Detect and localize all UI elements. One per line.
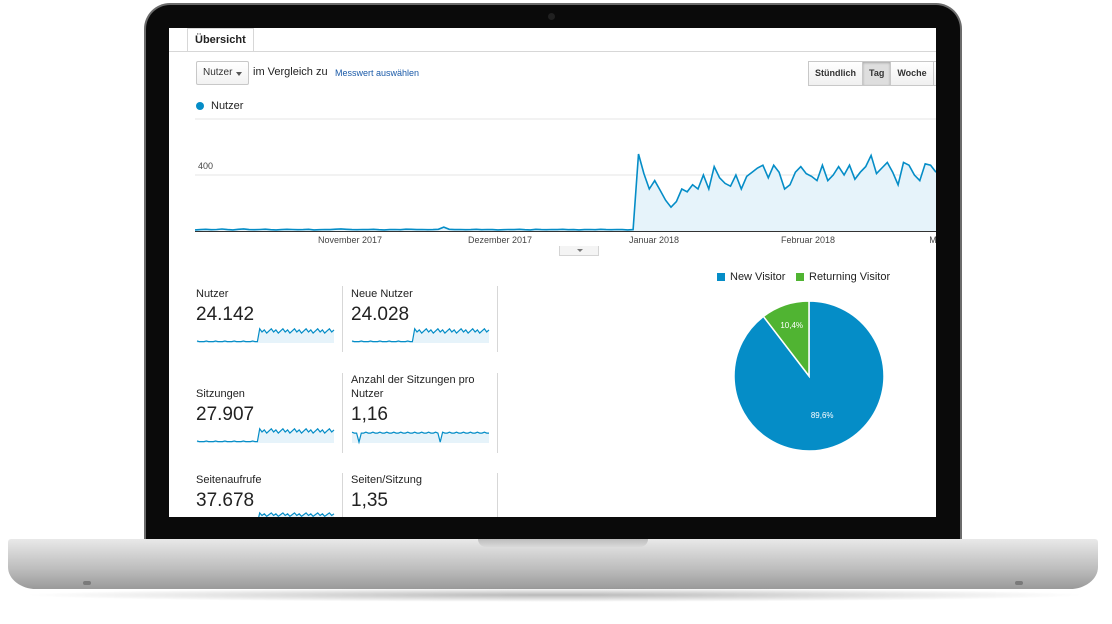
metric-divider [497, 373, 498, 453]
metric-select-value: Nutzer [203, 67, 233, 78]
pie-legend-label: Returning Visitor [809, 271, 891, 283]
metric-label: Anzahl der Sitzungen pro Nutzer [351, 374, 475, 400]
metric-value: 24.142 [196, 304, 255, 325]
x-tick-label: Februar 2018 [781, 235, 835, 245]
metric-divider [342, 286, 343, 352]
base-foot [1015, 581, 1023, 585]
metric-pages-per-session: Seiten/Sitzung 1,35 [351, 473, 422, 512]
chevron-down-icon [236, 72, 242, 76]
sparkline [351, 327, 490, 343]
metric-label: Sitzungen [196, 388, 245, 400]
granularity-hourly[interactable]: Stündlich [808, 61, 863, 86]
metric-divider [342, 473, 343, 517]
metric-value: 37.678 [196, 490, 255, 511]
pie-slice-label: 89,6% [811, 411, 834, 420]
metric-label: Seiten/Sitzung [351, 474, 422, 486]
metric-users: Nutzer 24.142 [196, 287, 254, 326]
pie-legend-returning: Returning Visitor [796, 271, 890, 283]
sparkline-area [352, 328, 489, 343]
pie-slice-label: 10,4% [780, 321, 803, 330]
metric-pageviews: Seitenaufrufe 37.678 [196, 473, 261, 512]
pie-slice-1 [762, 300, 810, 379]
compare-metric-link[interactable]: Messwert auswählen [335, 68, 420, 78]
metric-value: 1,35 [351, 490, 388, 511]
legend-swatch-icon [796, 273, 804, 281]
base-foot [83, 581, 91, 585]
laptop-base [8, 539, 1098, 589]
sparkline [196, 327, 335, 343]
sparklines [196, 327, 490, 517]
metric-label: Neue Nutzer [351, 288, 413, 300]
metric-value: 27.907 [196, 404, 255, 425]
metric-label: Nutzer [196, 288, 229, 300]
metric-select[interactable]: Nutzer [196, 61, 249, 85]
metric-divider [497, 473, 498, 517]
camera-icon [548, 13, 555, 20]
users-line-chart: 800 400 November 2017 Dezember 2017 Januar 2… [194, 113, 936, 245]
legend-swatch-icon [717, 273, 725, 281]
chevron-down-icon [577, 249, 583, 252]
metric-new-users: Neue Nutzer 24.028 [351, 287, 413, 326]
granularity-day[interactable]: Tag [862, 61, 892, 86]
analytics-screen: Übersicht Nutzer im Vergleich zu Messwer… [169, 28, 936, 517]
y-tick-label: 800 [198, 113, 213, 115]
granularity-toggle: Stündlich Tag Woche M [808, 61, 936, 86]
tab-overview[interactable]: Übersicht [187, 28, 254, 52]
sparkline-area [197, 328, 334, 343]
chart-legend: Nutzer [196, 100, 243, 112]
metric-sessions-per-user: Anzahl der Sitzungen pro Nutzer 1,16 [351, 373, 486, 426]
x-tick-label: M [929, 235, 936, 245]
sparkline-area [197, 428, 334, 443]
compare-label: im Vergleich zu [253, 66, 328, 78]
metric-divider [342, 373, 343, 453]
y-tick-label: 400 [198, 161, 213, 171]
granularity-month[interactable]: M [932, 61, 936, 86]
series-dot-icon [196, 102, 204, 110]
pie-legend-label: New Visitor [730, 271, 786, 283]
x-tick-label: Dezember 2017 [468, 235, 532, 245]
metric-value: 24.028 [351, 304, 410, 325]
metric-label: Seitenaufrufe [196, 474, 262, 486]
metric-sessions: Sitzungen 27.907 [196, 387, 254, 426]
laptop-shadow [20, 588, 1090, 602]
metric-divider [497, 286, 498, 352]
x-tick-label: November 2017 [318, 235, 382, 245]
base-notch [478, 539, 648, 547]
sparkline [196, 427, 335, 443]
chart-collapse-handle[interactable] [559, 246, 599, 256]
metric-value: 1,16 [351, 404, 388, 425]
visitor-pie-chart: 89,6% 10,4% [733, 300, 885, 452]
sparkline-area [352, 432, 489, 443]
series-line [194, 153, 936, 231]
sparkline [258, 511, 335, 517]
sparkline [351, 431, 489, 445]
x-tick-label: Januar 2018 [629, 235, 679, 245]
series-label: Nutzer [211, 100, 244, 112]
tab-divider [169, 51, 936, 52]
pie-legend-new: New Visitor [717, 271, 785, 283]
